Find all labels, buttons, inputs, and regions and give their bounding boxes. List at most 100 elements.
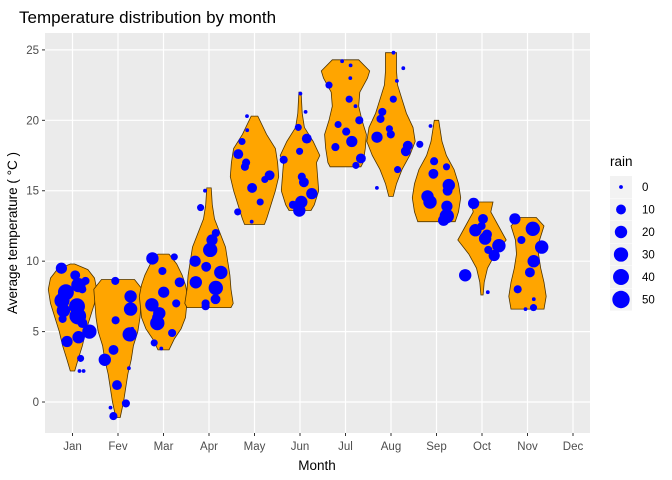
rain-point (371, 131, 383, 143)
rain-point (297, 172, 306, 181)
rain-point (201, 302, 210, 311)
rain-point (145, 298, 159, 312)
rain-point (301, 133, 312, 144)
x-tick-label: Jun (291, 441, 310, 453)
legend-label: 30 (642, 250, 655, 262)
rain-point (509, 213, 521, 225)
rain-point (168, 328, 177, 338)
rain-point (428, 168, 439, 179)
rain-point (529, 304, 538, 312)
rain-point (233, 149, 244, 160)
rain-point (346, 135, 358, 148)
rain-point (256, 198, 264, 206)
rain-point (294, 123, 302, 131)
rain-point (126, 366, 131, 371)
rain-point (391, 50, 396, 55)
rain-point (206, 234, 218, 246)
rain-point (467, 197, 480, 210)
rain-point (159, 346, 164, 351)
y-tick-label: 15 (26, 186, 39, 198)
legend-label: 20 (642, 227, 655, 239)
rain-point (421, 190, 434, 203)
legend: rain 0 10 20 30 40 50 (610, 154, 655, 311)
rain-point (303, 110, 308, 114)
rain-point (78, 285, 87, 294)
rain-point (527, 255, 540, 268)
rain-point (513, 285, 522, 294)
rain-point (58, 314, 67, 323)
rain-point (245, 114, 249, 118)
rain-point (197, 204, 205, 212)
rain-point (400, 146, 411, 157)
rain-point (295, 195, 308, 209)
y-tick-label: 25 (26, 45, 39, 57)
rain-point (77, 369, 82, 373)
rain-point (234, 208, 242, 216)
rain-point (325, 81, 333, 89)
rain-point (245, 128, 250, 133)
rain-point (81, 276, 90, 285)
x-tick-label: Jul (338, 441, 353, 453)
x-tick-label: Oct (473, 441, 492, 453)
rain-point (55, 262, 68, 274)
rain-point (240, 162, 249, 171)
rain-point (112, 380, 122, 391)
rain-point (77, 318, 88, 329)
rain-point (525, 221, 540, 236)
axes: 0 5 10 15 20 25 Jan Fev Mar Apr May Jun Jul Aug Sep Oct… (26, 45, 583, 453)
legend-title: rain (610, 154, 633, 169)
legend-label: 40 (642, 272, 655, 284)
rain-point (334, 120, 342, 129)
rain-point (376, 114, 385, 123)
rain-point (130, 326, 135, 331)
x-tick-label: Sep (426, 441, 446, 453)
legend-key-point (614, 225, 628, 239)
legend-key-point (612, 290, 630, 309)
rain-point (523, 307, 528, 311)
x-tick-label: Mar (154, 441, 174, 453)
rain-point (428, 124, 433, 128)
rain-point (437, 214, 450, 226)
rain-point (342, 127, 351, 136)
data-points (54, 50, 549, 421)
x-tick-label: Aug (381, 441, 401, 453)
rain-point (82, 324, 97, 339)
legend-label: 10 (642, 205, 655, 217)
rain-point (69, 298, 85, 315)
rain-point (249, 219, 254, 224)
rain-point (385, 125, 393, 133)
rain-point (146, 252, 159, 265)
rain-point (348, 76, 353, 80)
rain-point (98, 353, 111, 366)
rain-point (348, 63, 353, 68)
rain-point (81, 369, 86, 373)
chart-title: Temperature distribution by month (19, 8, 276, 27)
rain-point (535, 240, 549, 254)
rain-point (109, 412, 118, 421)
x-tick-label: Nov (517, 441, 538, 453)
rain-point (247, 182, 258, 193)
rain-point (189, 255, 201, 267)
rain-point (111, 316, 120, 325)
legend-label: 0 (642, 182, 648, 194)
rain-point (203, 242, 218, 258)
rain-point (158, 266, 167, 276)
x-tick-label: Apr (200, 441, 218, 453)
legend-key-point (619, 185, 623, 189)
violin-jul (320, 59, 371, 168)
rain-point (288, 200, 297, 209)
rain-point (261, 175, 269, 184)
rain-point (77, 354, 85, 362)
rain-point (340, 59, 344, 64)
rain-point (517, 235, 526, 245)
rain-point (56, 303, 71, 318)
rain-point (210, 294, 221, 305)
rain-point (298, 91, 303, 96)
rain-point (124, 290, 137, 303)
rain-point (478, 213, 488, 224)
rain-point (238, 137, 246, 146)
rain-point (203, 188, 207, 193)
rain-point (378, 107, 387, 116)
rain-point (150, 339, 158, 347)
